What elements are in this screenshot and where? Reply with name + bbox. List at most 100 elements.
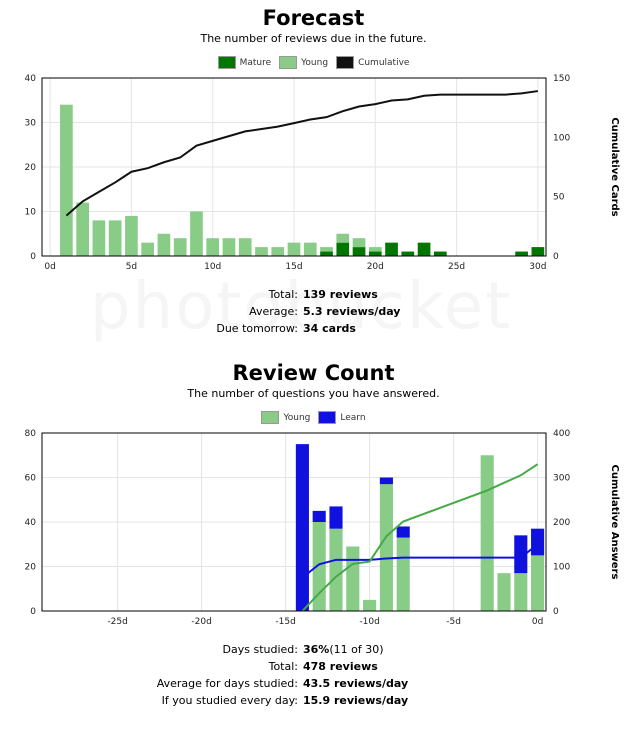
review-y2-tick-label: 100 (553, 563, 570, 573)
review-count-chart: -25d -20d -15d -10d -5d 0d 0 20 40 60 80 0 100 200 300… (25, 429, 620, 627)
forecast-bar-young (125, 215, 138, 256)
review-count-subtitle: The number of questions you have answere… (187, 387, 440, 400)
forecast-y2-tick-label: 0 (553, 252, 559, 262)
review-x-tick-label: -20d (191, 617, 211, 627)
forecast-bar-mature (320, 251, 333, 256)
forecast-bar-young (92, 220, 106, 256)
forecast-y-tick-label: 30 (25, 119, 37, 129)
review-stat-label: If you studied every day: (161, 694, 298, 707)
review-bar-learn (379, 477, 393, 485)
review-bar-young (514, 573, 528, 611)
review-bar-young (329, 528, 343, 611)
forecast-bar-mature (352, 247, 366, 256)
review-bar-young (346, 546, 360, 611)
forecast-bar-mature (385, 242, 398, 256)
photobucket-watermark: photobucket (90, 270, 513, 344)
forecast-bar-young (238, 238, 252, 256)
review-line-cumulative-young (301, 463, 539, 612)
forecast-bar-mature (336, 242, 350, 256)
forecast-bar-young (76, 202, 89, 256)
forecast-legend-cumulative: Cumulative (336, 56, 409, 69)
forecast-bar-mature (417, 242, 431, 256)
review-y-tick-label: 20 (25, 563, 37, 573)
forecast-title: Forecast (262, 6, 365, 30)
forecast-legend: Mature Young Cumulative (0, 56, 627, 72)
forecast-y2-tick-label: 150 (553, 74, 570, 84)
forecast-bar-young (303, 242, 317, 256)
review-y2-tick-label: 0 (553, 607, 559, 617)
review-stat-value: 36% (303, 643, 330, 656)
review-bar-learn (514, 535, 528, 574)
review-legend-label: Learn (340, 412, 366, 423)
forecast-x-tick-label: 30d (529, 262, 546, 272)
forecast-y-tick-label: 20 (25, 163, 37, 173)
forecast-y2-tick-label: 50 (553, 193, 565, 203)
review-bar-young (363, 599, 377, 611)
forecast-bar-young (352, 238, 366, 248)
review-count-title: Review Count (232, 361, 395, 385)
review-count-legend: Young Learn (0, 411, 627, 427)
review-bar-learn (531, 528, 545, 556)
forecast-stat-label: Total: (268, 288, 298, 301)
review-x-tick-label: -5d (446, 617, 461, 627)
review-x-tick-label: -10d (359, 617, 379, 627)
forecast-stat-value: 139 reviews (303, 288, 378, 301)
forecast-subtitle: The number of reviews due in the future. (200, 32, 427, 45)
forecast-stat-label: Due tomorrow: (216, 322, 298, 335)
forecast-stat-row: Total: 139 reviews (0, 286, 627, 303)
forecast-bar-young (271, 247, 285, 256)
forecast-legend-young: Young (279, 56, 328, 69)
review-bar-learn (329, 506, 343, 529)
review-stat-extra: (11 of 30) (329, 643, 384, 656)
forecast-legend-label: Cumulative (358, 57, 410, 68)
review-bar-young (379, 484, 393, 611)
review-bar-learn (295, 444, 309, 611)
review-y2-axis-label: Cumulative Answers (609, 465, 620, 580)
forecast-bar-young (320, 247, 333, 252)
forecast-bar-young (190, 211, 203, 256)
review-y2-tick-label: 200 (553, 518, 570, 528)
forecast-bar-mature (531, 247, 545, 256)
forecast-legend-mature: Mature (217, 56, 272, 69)
review-bar-young (480, 455, 494, 611)
forecast-stat-label: Average: (249, 305, 298, 318)
review-count-stats: Days studied: 36% (11 of 30) Total: 478 rev… (0, 641, 627, 709)
review-stat-label: Average for days studied: (156, 677, 298, 690)
review-bar-young (497, 573, 511, 611)
forecast-line-cumulative (65, 90, 539, 217)
forecast-stats: Total: 139 reviews Average: 5.3 reviews/day… (0, 286, 627, 337)
forecast-x-tick-label: 5d (126, 262, 137, 272)
forecast-bar-mature (401, 251, 415, 256)
forecast-x-tick-label: 10d (204, 262, 221, 272)
forecast-bar-mature (433, 251, 447, 256)
review-plot-border (41, 432, 547, 612)
forecast-stat-row: Due tomorrow: 34 cards (0, 320, 627, 337)
forecast-chart: 0d 5d 10d 15d 20d 25d 30d 0 10 20 30 40 0 50 100 150 Cum… (25, 74, 620, 272)
review-stat-value: 43.5 reviews/day (303, 677, 409, 690)
forecast-stat-row: Average: 5.3 reviews/day (0, 303, 627, 320)
review-legend-swatch (318, 411, 337, 424)
forecast-legend-label: Young (301, 57, 329, 68)
review-x-tick-label: -15d (275, 617, 295, 627)
review-stat-row: If you studied every day: 15.9 reviews/da… (0, 692, 627, 709)
forecast-stat-value: 34 cards (303, 322, 356, 335)
review-stat-row: Total: 478 reviews (0, 658, 627, 675)
review-y-tick-label: 80 (25, 429, 37, 439)
review-x-tick-label: -25d (107, 617, 127, 627)
review-y2-tick-label: 400 (553, 429, 570, 439)
forecast-y-tick-label: 10 (25, 208, 37, 218)
forecast-x-tick-label: 15d (285, 262, 302, 272)
forecast-bar-young (222, 238, 236, 256)
review-stat-label: Total: (268, 660, 298, 673)
forecast-x-tick-label: 0d (44, 262, 55, 272)
review-legend-swatch (261, 411, 280, 424)
review-bar-young (396, 537, 410, 611)
review-y2-tick-label: 300 (553, 474, 570, 484)
review-y-tick-label: 40 (25, 518, 37, 528)
forecast-legend-label: Mature (239, 57, 272, 68)
forecast-bar-young (368, 247, 382, 252)
review-stat-value: 478 reviews (303, 660, 378, 673)
forecast-bar-young (157, 233, 171, 256)
forecast-bar-young (255, 247, 268, 256)
forecast-bar-young (173, 238, 187, 256)
